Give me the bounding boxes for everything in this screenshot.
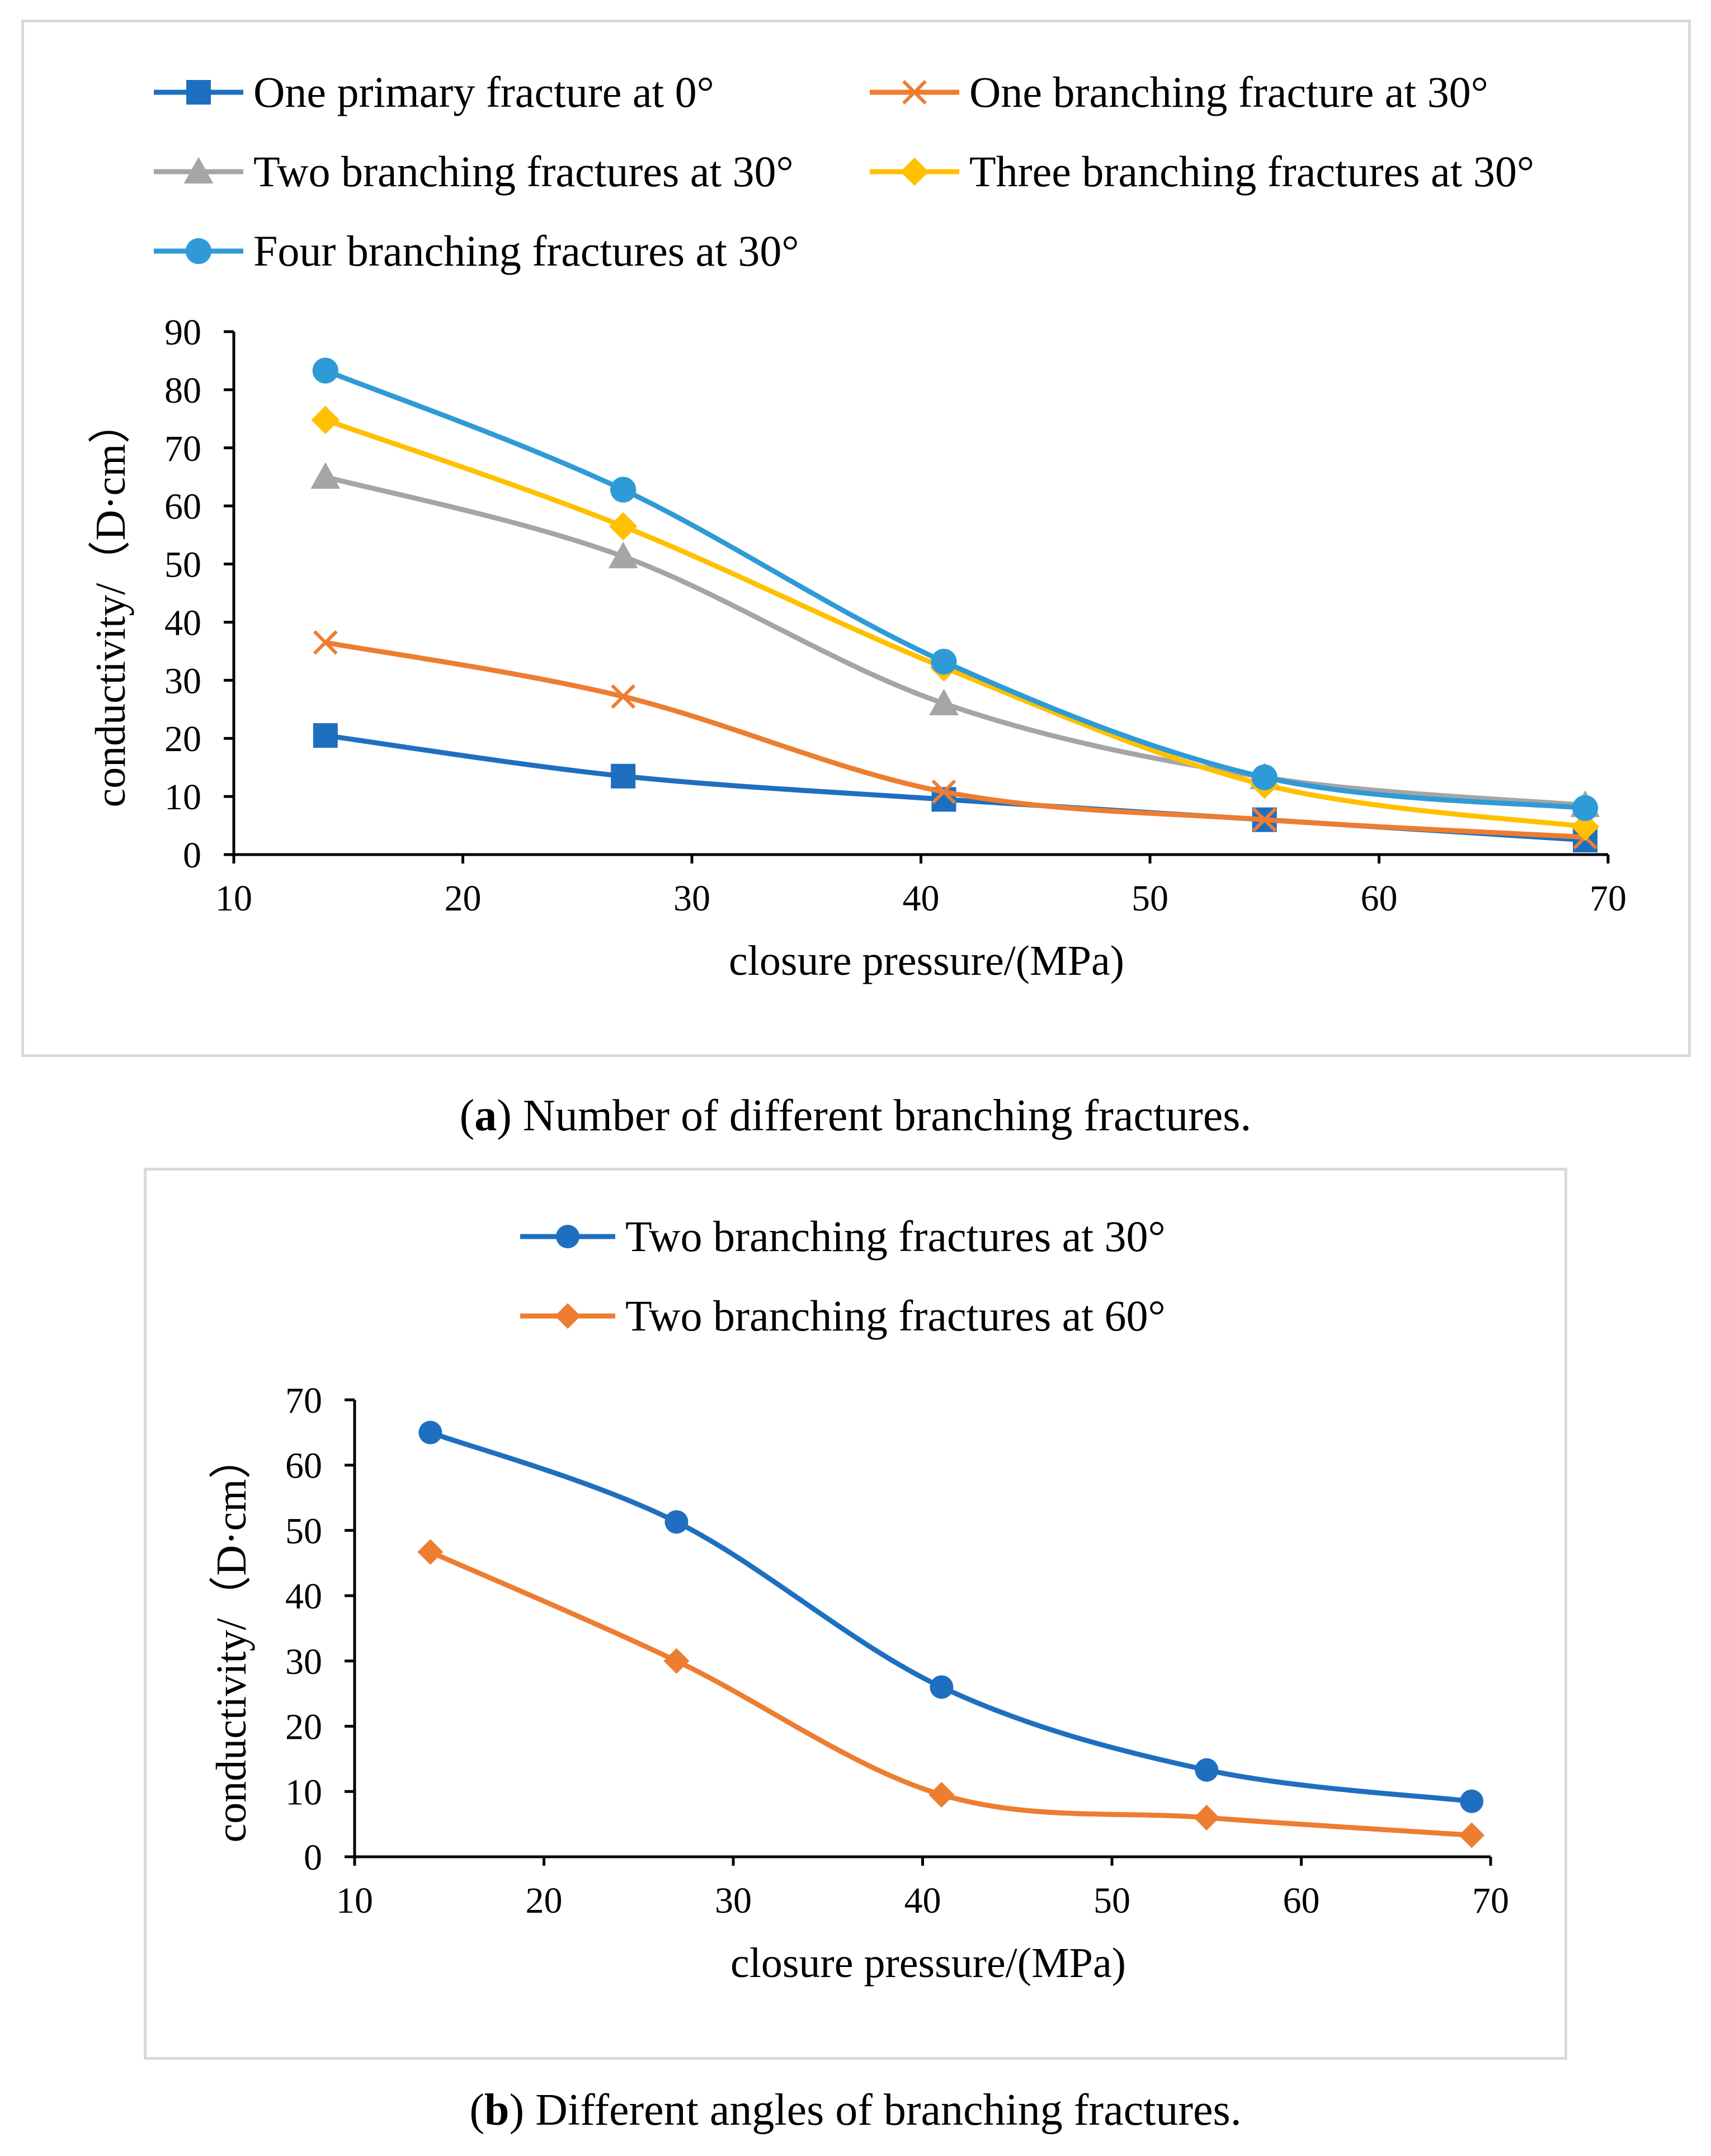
y-tick-label: 80 [164,370,201,411]
data-point [931,779,956,804]
caption-a: (a) Number of different branching fractu… [459,1091,1252,1140]
x-tick-label: 40 [903,878,940,919]
y-tick-label: 40 [164,602,201,643]
caption-a-letter: a [474,1091,497,1140]
data-point [1251,764,1278,790]
x-tick-label: 10 [215,878,252,919]
legend-marker [556,1225,579,1248]
y-tick-label: 0 [304,1837,322,1878]
x-tick-label: 20 [445,878,482,919]
chart-a: 10 20 30 40 50 60 70 0 10 20 30 40 50 60 70 80 90 closure… [87,68,1627,984]
data-point [608,541,638,569]
chart-b: 10 20 30 40 50 60 70 0 10 20 30 40 50 60 70 closure pre… [208,1212,1509,1987]
x-tick-label: 60 [1283,1880,1320,1921]
data-point [313,723,338,748]
legend-marker [186,80,211,105]
x-tick-label: 10 [336,1880,373,1921]
y-tick-label: 30 [164,661,201,701]
data-point [929,688,959,716]
y-tick-label: 10 [164,777,201,818]
x-axis-title: closure pressure/(MPa) [730,1940,1126,1987]
data-point [417,1539,444,1565]
y-tick-label: 60 [285,1446,322,1487]
legend-label: Two branching fractures at 60° [625,1291,1166,1340]
legend-label: Three branching fractures at 30° [969,147,1534,196]
x-tick-label: 40 [904,1880,941,1921]
chart-panel-b [144,1168,1567,2060]
data-point [928,1782,955,1808]
data-point [611,763,636,789]
caption-b-text: Different angles of branching fractures. [524,2086,1242,2135]
legend-label: One primary fracture at 0° [253,68,714,116]
data-point [609,512,638,541]
data-point [312,357,338,384]
legend-marker [555,1303,581,1329]
caption-a-text: Number of different branching fractures. [511,1091,1252,1140]
data-point [418,1421,442,1445]
data-point [310,462,341,489]
x-tick-label: 20 [526,1880,563,1921]
caption-b-letter: b [484,2086,510,2135]
data-point [1459,1822,1485,1848]
data-point [1572,795,1599,821]
data-point [611,684,636,709]
data-point [664,1510,689,1534]
y-tick-label: 20 [285,1707,322,1748]
y-tick-label: 50 [164,545,201,586]
y-tick-label: 30 [285,1641,322,1682]
x-tick-label: 50 [1132,878,1168,919]
data-point [311,405,340,435]
series-line [323,368,1588,811]
y-tick-label: 90 [164,312,201,353]
y-axis-title: conductivity/（D·cm） [208,1436,255,1842]
x-tick-label: 60 [1361,878,1398,919]
series-line [323,474,1588,808]
legend-label: Two branching fractures at 30° [625,1212,1166,1261]
y-tick-label: 60 [164,487,201,527]
data-point [313,630,338,655]
caption-b: (b) Different angles of branching fractu… [469,2086,1242,2135]
data-point [1195,1758,1219,1782]
x-tick-label: 30 [715,1880,752,1921]
legend-label: One branching fracture at 30° [969,68,1488,116]
series-line [323,417,1588,829]
y-tick-label: 10 [285,1772,322,1813]
legend-marker [183,157,214,184]
y-axis-title: conductivity/（D·cm） [87,401,134,807]
x-tick-label: 50 [1093,1880,1130,1921]
x-tick-label: 30 [673,878,710,919]
data-point [610,477,637,503]
data-point [1194,1804,1220,1831]
y-tick-label: 70 [164,428,201,469]
x-tick-label: 70 [1472,1880,1509,1921]
series-line [427,1430,1474,1804]
data-point [930,1675,954,1699]
legend-marker [900,157,929,186]
x-axis-title: closure pressure/(MPa) [729,937,1124,984]
data-point [1252,807,1277,832]
y-tick-label: 40 [285,1576,322,1617]
legend-marker [902,80,927,105]
legend-marker [185,238,212,265]
chart-panel-a [21,20,1691,1057]
y-tick-label: 0 [183,835,201,876]
data-point [1460,1789,1484,1813]
x-tick-label: 70 [1590,878,1627,919]
legend-label: Four branching fractures at 30° [253,227,799,275]
data-point [1571,812,1600,841]
y-tick-label: 70 [285,1380,322,1421]
y-tick-label: 20 [164,719,201,759]
data-point [931,648,957,675]
data-point [663,1648,690,1674]
legend-label: Two branching fractures at 30° [253,147,794,196]
y-tick-label: 50 [285,1511,322,1551]
